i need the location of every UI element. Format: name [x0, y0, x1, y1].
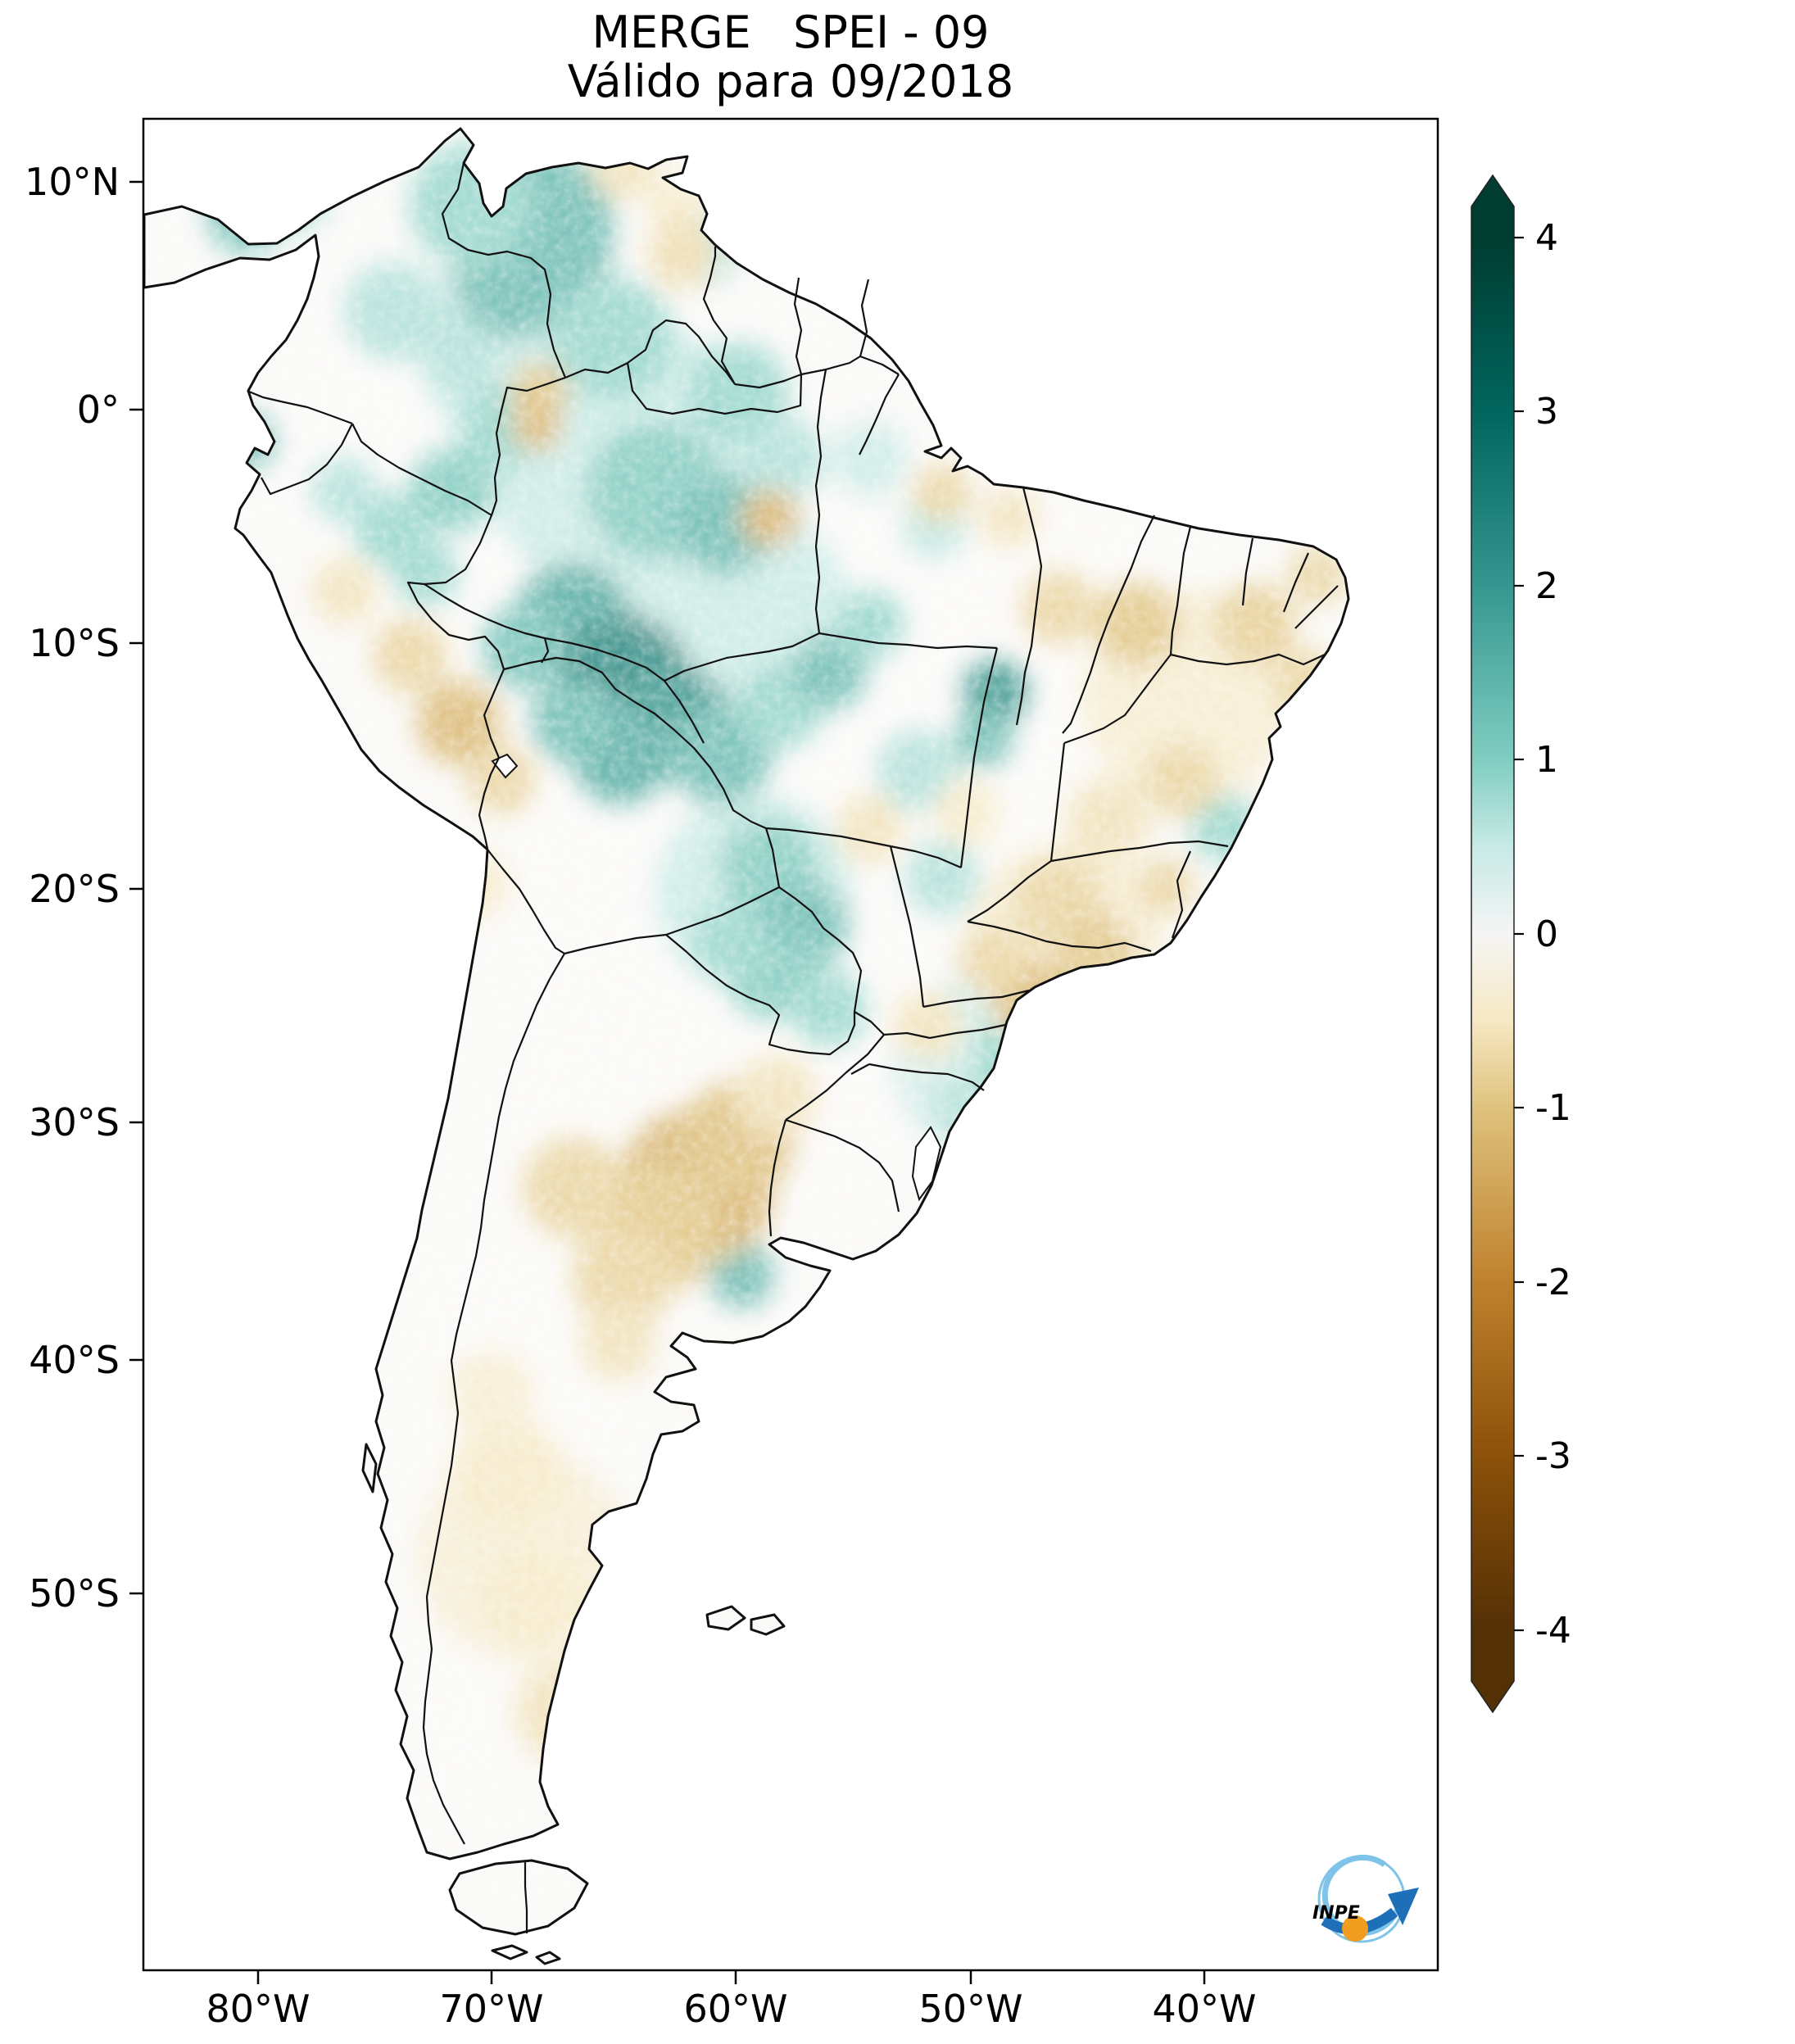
x-tick-label-50w: 50°W	[918, 1987, 1022, 2031]
y-axis-tickmarks	[129, 180, 143, 1595]
borders-group	[248, 162, 1339, 1933]
y-tick-label-10n: 10°N	[25, 160, 120, 204]
south-islands-outline	[491, 1944, 561, 1965]
x-tick-label-70w: 70°W	[439, 1987, 543, 2031]
colorbar-label-1: 1	[1535, 739, 1558, 781]
inpe-logo-orange-ball-icon	[1342, 1915, 1368, 1942]
chart-title: MERGE SPEI - 09	[592, 7, 989, 58]
y-tick-label-40s: 40°S	[29, 1338, 120, 1382]
tierra-del-fuego-outline	[448, 1859, 589, 1936]
colorbar-label-m4: -4	[1535, 1610, 1571, 1652]
inpe-logo: INPE	[1312, 1854, 1419, 1943]
x-axis-tickmarks	[256, 1970, 1206, 1984]
y-tick-label-10s: 10°S	[29, 621, 120, 665]
inpe-logo-label: INPE	[1312, 1903, 1360, 1924]
x-axis: 80°W 70°W 60°W 50°W 40°W	[206, 1970, 1257, 2031]
colorbar-label-3: 3	[1535, 391, 1558, 433]
inpe-logo-swirl-arrow-icon	[1321, 1854, 1403, 1936]
colorbar-label-m3: -3	[1535, 1435, 1571, 1477]
colorbar: 4 3 2 1 0 -1 -2 -3 -4	[1471, 174, 1571, 1714]
x-tick-label-80w: 80°W	[206, 1987, 310, 2031]
y-tick-label-30s: 30°S	[29, 1100, 120, 1144]
inpe-logo-big-arrowhead-icon	[1388, 1888, 1419, 1925]
colorbar-label-m1: -1	[1535, 1087, 1571, 1129]
x-tick-label-60w: 60°W	[683, 1987, 787, 2031]
colorbar-tickmarks	[1514, 236, 1524, 1632]
x-tick-label-40w: 40°W	[1152, 1987, 1256, 2031]
continent-outline	[143, 127, 1350, 1860]
chiloe-island-outline	[361, 1443, 378, 1493]
y-axis: 10°N 0° 10°S 20°S 30°S 40°S 50°S	[25, 160, 143, 1616]
y-tick-label-50s: 50°S	[29, 1571, 120, 1616]
brazil-state-borders	[424, 362, 1339, 1091]
plot-frame	[142, 117, 1439, 1972]
y-tick-label-20s: 20°S	[29, 867, 120, 911]
colorbar-label-2: 2	[1535, 565, 1558, 607]
y-tick-label-0: 0°	[77, 387, 120, 432]
colorbar-bar	[1471, 174, 1515, 1714]
coastline-group	[143, 127, 1350, 1965]
colorbar-label-4: 4	[1535, 217, 1558, 259]
falkland-islands-outline	[705, 1605, 786, 1636]
colorbar-label-m2: -2	[1535, 1262, 1571, 1303]
chart-subtitle: Válido para 09/2018	[568, 56, 1013, 107]
title-block: MERGE SPEI - 09 Válido para 09/2018	[568, 7, 1013, 107]
colorbar-label-0: 0	[1535, 913, 1558, 955]
